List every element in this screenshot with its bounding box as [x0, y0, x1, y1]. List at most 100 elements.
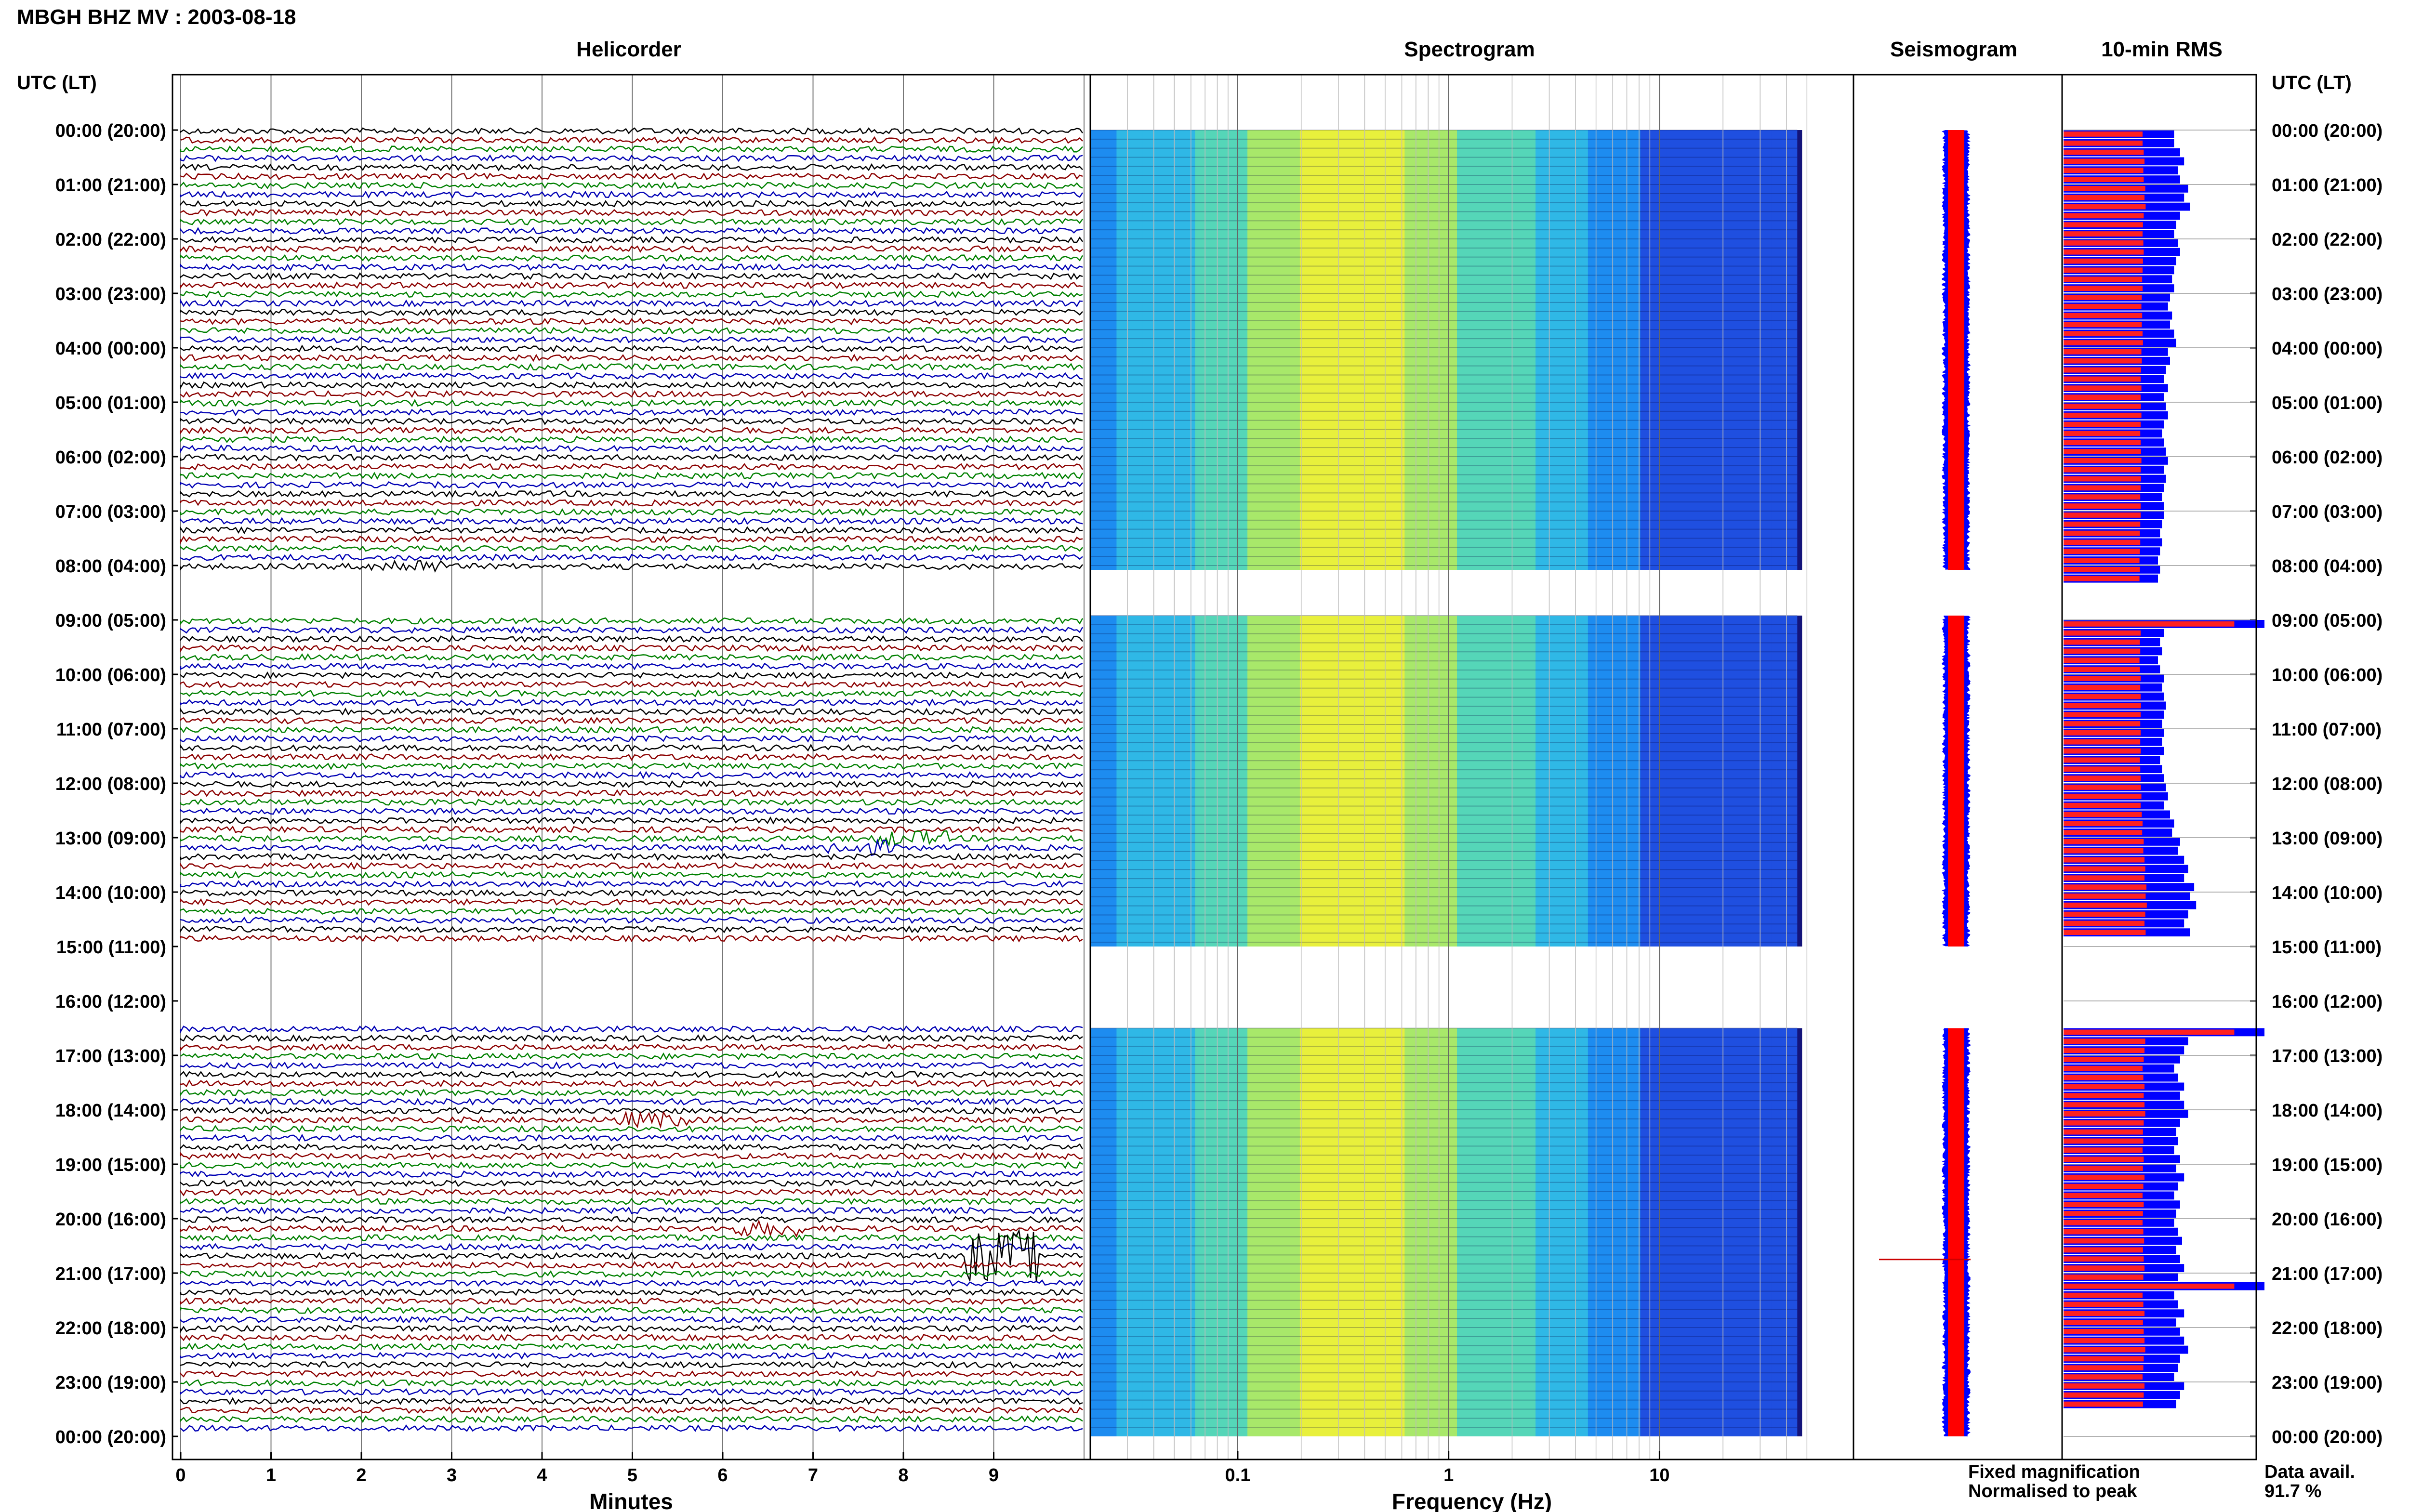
spectrogram-x-ticks: 0.1 1 10	[1225, 1451, 1670, 1486]
helicorder-trace	[180, 726, 1083, 734]
time-tick-label: 23:00 (19:00)	[55, 1373, 166, 1393]
helicorder-trace	[180, 1025, 1083, 1034]
helicorder-trace	[180, 762, 1083, 770]
spectrogram-cell	[1221, 1028, 1248, 1436]
helicorder-trace	[180, 925, 1083, 933]
rms-bar-normalised	[2064, 158, 2144, 164]
rms-bar-normalised	[2064, 331, 2143, 337]
rms-bar-normalised	[2064, 657, 2140, 663]
helicorder-trace	[180, 1306, 1083, 1315]
time-tick-label: 06:00 (02:00)	[55, 447, 166, 468]
helicorder-trace	[180, 517, 1083, 526]
helicorder-trace	[180, 399, 1083, 407]
rms-bar-normalised	[2064, 793, 2142, 799]
helicorder-trace	[180, 290, 1083, 299]
rms-bar-normalised	[2064, 766, 2141, 772]
rms-bar-normalised	[2064, 875, 2144, 881]
rms-bar-normalised	[2064, 549, 2140, 554]
helicorder-trace	[180, 298, 1083, 307]
helicorder-trace	[180, 1324, 1083, 1333]
rms-bar-normalised	[2064, 894, 2146, 899]
helicorder-trace	[180, 544, 1083, 552]
helicorder-trace	[180, 163, 1083, 171]
frequency-tick-label: 10	[1649, 1465, 1669, 1486]
time-tick-label: 00:00 (20:00)	[2272, 121, 2383, 141]
time-tick-label: 20:00 (16:00)	[2272, 1210, 2383, 1230]
spectrogram-cell	[1404, 616, 1431, 947]
spectrogram-cell	[1430, 1028, 1457, 1436]
time-tick-label: 10:00 (06:00)	[2272, 665, 2383, 685]
rms-bar-normalised	[2064, 576, 2140, 581]
rms-bar-normalised	[2064, 231, 2143, 237]
helicorder-trace	[180, 218, 1084, 225]
spectrogram-cell	[1090, 616, 1117, 947]
time-tick-label: 12:00 (08:00)	[2272, 774, 2383, 794]
spectrogram-edge	[1797, 615, 1802, 947]
rms-title: 10-min RMS	[2101, 38, 2223, 61]
rms-bar-normalised	[2064, 857, 2144, 863]
spectrogram-cell	[1090, 130, 1117, 570]
time-tick-label: 13:00 (09:00)	[2272, 828, 2383, 849]
figure-title: MBGH BHZ MV : 2003-08-18	[17, 5, 296, 29]
helicorder-trace	[180, 753, 1083, 761]
rms-bar-normalised	[2064, 739, 2141, 745]
rms-bar-normalised	[2064, 1065, 2143, 1071]
helicorder-trace	[180, 744, 1083, 752]
rms-bar-normalised	[2064, 303, 2142, 309]
helicorder-trace	[180, 662, 1083, 671]
rms-bar-normalised	[2064, 249, 2144, 255]
rms-bar-normalised	[2064, 412, 2142, 418]
spectrogram-cell	[1483, 130, 1510, 570]
helicorder-trace	[180, 181, 1083, 189]
minute-tick-label: 7	[808, 1465, 818, 1486]
time-tick-label: 00:00 (20:00)	[2272, 1427, 2383, 1447]
rms-bar-normalised	[2064, 322, 2142, 328]
rms-bar-normalised	[2064, 567, 2140, 572]
time-tick-label: 19:00 (15:00)	[2272, 1155, 2383, 1175]
helicorder-trace	[180, 236, 1084, 244]
helicorder-trace	[180, 707, 1083, 716]
rms-panel	[2064, 130, 2264, 1437]
helicorder-trace	[180, 789, 1083, 797]
helicorder-trace	[180, 1243, 1083, 1251]
seismogram-normalised-envelope	[1948, 615, 1964, 947]
time-tick-label: 07:00 (03:00)	[55, 502, 166, 522]
helicorder-trace	[180, 354, 1083, 362]
rms-bar-normalised	[2064, 1075, 2144, 1080]
rms-bar-normalised	[2064, 1029, 2235, 1035]
rms-bar-normalised	[2064, 1211, 2143, 1216]
rms-bar-normalised	[2064, 494, 2141, 500]
spectrogram-cell	[1588, 1028, 1615, 1436]
helicorder-trace	[180, 463, 1084, 471]
helicorder-trace	[180, 829, 1083, 847]
spectrogram-cell	[1116, 616, 1143, 947]
helicorder-trace	[180, 317, 1083, 326]
helicorder-trace	[180, 1234, 1083, 1242]
helicorder-trace	[180, 1288, 1083, 1296]
helicorder-trace	[180, 1143, 1084, 1151]
time-tick-label: 20:00 (16:00)	[55, 1210, 166, 1230]
helicorder-trace	[180, 1333, 1083, 1341]
rms-bar-normalised	[2064, 1048, 2144, 1053]
legend-normalised-to-peak: Normalised to peak	[1968, 1481, 2137, 1501]
spectrogram-cell	[1299, 130, 1327, 570]
spectrogram-cell	[1483, 1028, 1510, 1436]
helicorder-trace	[180, 1261, 1083, 1269]
time-tick-label: 09:00 (05:00)	[55, 611, 166, 631]
right-axis-label: UTC (LT)	[2272, 72, 2352, 93]
helicorder-trace	[180, 1270, 1083, 1278]
helicorder-trace	[180, 1424, 1083, 1433]
rms-bar-normalised	[2064, 195, 2144, 200]
rms-bar-normalised	[2064, 385, 2142, 391]
helicorder-trace	[180, 372, 1083, 380]
helicorder-x-ticks: 0 1 2 3 4 5 6 7 8 9	[175, 1452, 999, 1486]
helicorder-trace	[180, 1216, 1084, 1224]
rms-bar-normalised	[2064, 1084, 2144, 1090]
spectrogram-cell	[1457, 616, 1484, 947]
spectrogram-cell	[1169, 130, 1196, 570]
rms-bar-normalised	[2064, 1147, 2143, 1153]
helicorder-trace	[180, 1097, 1083, 1106]
rms-bar-normalised	[2064, 1183, 2144, 1189]
helicorder-trace	[180, 1228, 1083, 1283]
spectrogram-cell	[1326, 616, 1353, 947]
